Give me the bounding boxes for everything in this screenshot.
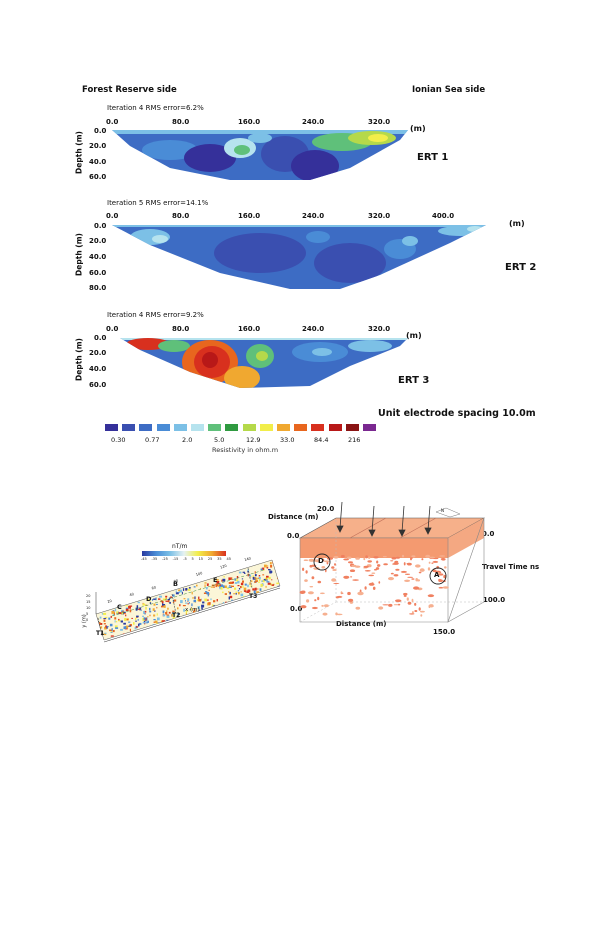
ert3-label: ERT 3 <box>398 375 430 386</box>
legend-swatch <box>208 424 222 431</box>
magnetic-gradient-map <box>95 559 281 643</box>
legend-value: 84.4 <box>314 436 329 444</box>
gpr-3d-block <box>298 501 486 623</box>
ert3-iteration: Iteration 4 RMS error=9.2% <box>107 311 204 319</box>
legend-swatch <box>311 424 325 431</box>
legend-swatch <box>242 424 256 431</box>
ert1-section <box>112 130 408 180</box>
ert2-y-tick: 20.0 <box>89 237 107 245</box>
legend-swatch <box>173 424 187 431</box>
mag-anomaly-label: E <box>213 576 218 584</box>
legend-value: 0.77 <box>145 436 160 444</box>
gpr-travel-time-label: Travel Time ns <box>482 563 540 571</box>
ert1-label: ERT 1 <box>417 152 449 163</box>
ert1-iteration: Iteration 4 RMS error=6.2% <box>107 104 204 112</box>
mag-unit: nT/m <box>172 543 188 550</box>
mag-anomaly-label: B <box>173 580 178 588</box>
ert2-x-tick: 80.0 <box>172 212 190 220</box>
legend-value: 33.0 <box>280 436 295 444</box>
legend-swatch <box>328 424 342 431</box>
ert1-depth-label: Depth (m) <box>74 131 84 174</box>
ert2-y-tick: 60.0 <box>89 269 107 277</box>
ert3-unit: (m) <box>406 331 422 340</box>
legend-caption: Resistivity in ohm.m <box>212 446 279 454</box>
legend-swatch <box>345 424 359 431</box>
ert2-x-tick: 0.0 <box>106 212 119 220</box>
ert2-section <box>112 225 486 289</box>
mag-y-ticks: 0 5 10 15 20 <box>86 594 91 622</box>
legend-swatch <box>122 424 136 431</box>
mag-anomaly-label: D <box>146 595 152 603</box>
ert2-x-tick: 240.0 <box>302 212 325 220</box>
legend-swatch <box>259 424 273 431</box>
legend-value: 216 <box>348 436 361 444</box>
legend-swatch <box>294 424 308 431</box>
ert2-unit: (m) <box>509 219 525 228</box>
ert2-y-tick: 80.0 <box>89 284 107 292</box>
mag-anomaly-label: C <box>117 603 122 611</box>
gpr-mark-label: D <box>318 557 324 565</box>
ert3-x-tick: 240.0 <box>302 325 325 333</box>
gpr-origin-right: 0.0 <box>482 530 495 538</box>
gpr-distance-top-label: Distance (m) <box>268 513 319 521</box>
ert3-y-tick: 40.0 <box>89 365 107 373</box>
gpr-distance-bottom-label: Distance (m) <box>336 620 387 628</box>
ert2-label: ERT 2 <box>505 262 537 273</box>
mag-x-axis-label: x (m) <box>185 607 200 613</box>
ert1-y-tick: 0.0 <box>94 127 107 135</box>
legend-value: 0.30 <box>111 436 126 444</box>
gpr-bottom-origin: 0.0 <box>290 605 303 613</box>
ert2-y-tick: 40.0 <box>89 253 107 261</box>
ert1-y-tick: 60.0 <box>89 173 107 181</box>
electrode-spacing: Unit electrode spacing 10.0m <box>378 408 536 419</box>
ert1-y-tick: 20.0 <box>89 142 107 150</box>
ert1-unit: (m) <box>410 124 426 133</box>
mag-colorbar <box>142 551 226 556</box>
ionian-sea-label: Ionian Sea side <box>412 85 486 95</box>
ert3-x-tick: 80.0 <box>172 325 190 333</box>
legend-swatch <box>139 424 153 431</box>
ert1-x-tick: 160.0 <box>238 118 261 126</box>
ert2-y-tick: 0.0 <box>94 222 107 230</box>
legend-swatch <box>277 424 290 431</box>
ert1-x-tick: 320.0 <box>368 118 391 126</box>
legend-swatch <box>191 424 204 431</box>
mag-scale: -45 -35 -25 -15 -5 5 15 25 35 45 <box>141 557 231 561</box>
ert2-x-tick: 400.0 <box>432 212 455 220</box>
legend-swatch <box>105 424 118 431</box>
ert3-x-tick: 0.0 <box>106 325 119 333</box>
ert3-depth-label: Depth (m) <box>74 338 84 381</box>
legend-value: 12.9 <box>246 436 261 444</box>
transect-label: T2 <box>172 612 181 619</box>
legend-swatch <box>225 424 239 431</box>
ert3-x-tick: 160.0 <box>238 325 261 333</box>
ert1-x-tick: 80.0 <box>172 118 190 126</box>
gpr-tt-value: 100.0 <box>483 596 506 604</box>
ert2-depth-label: Depth (m) <box>74 233 84 276</box>
ert3-section <box>120 338 408 388</box>
gpr-mark-label: A <box>434 571 440 579</box>
ert3-x-tick: 320.0 <box>368 325 391 333</box>
ert2-x-tick: 320.0 <box>368 212 391 220</box>
gpr-origin-left: 0.0 <box>287 532 300 540</box>
transect-label: T1 <box>96 630 105 637</box>
ert3-y-tick: 0.0 <box>94 334 107 342</box>
ert2-x-tick: 160.0 <box>238 212 261 220</box>
legend-swatch <box>156 424 170 431</box>
ert1-x-tick: 240.0 <box>302 118 325 126</box>
forest-reserve-label: Forest Reserve side <box>82 85 177 95</box>
gpr-distance-top-value: 20.0 <box>317 505 335 513</box>
legend-value: 2.0 <box>182 436 193 444</box>
ert1-y-tick: 40.0 <box>89 158 107 166</box>
transect-label: T3 <box>249 593 258 600</box>
gpr-distance-end: 150.0 <box>433 628 456 636</box>
ert2-iteration: Iteration 5 RMS error=14.1% <box>107 199 209 207</box>
ert1-x-tick: 0.0 <box>106 118 119 126</box>
ert3-y-tick: 60.0 <box>89 381 107 389</box>
legend-swatch <box>363 424 376 431</box>
legend-value: 5.0 <box>214 436 225 444</box>
ert3-y-tick: 20.0 <box>89 349 107 357</box>
compass-label: N <box>441 508 444 513</box>
